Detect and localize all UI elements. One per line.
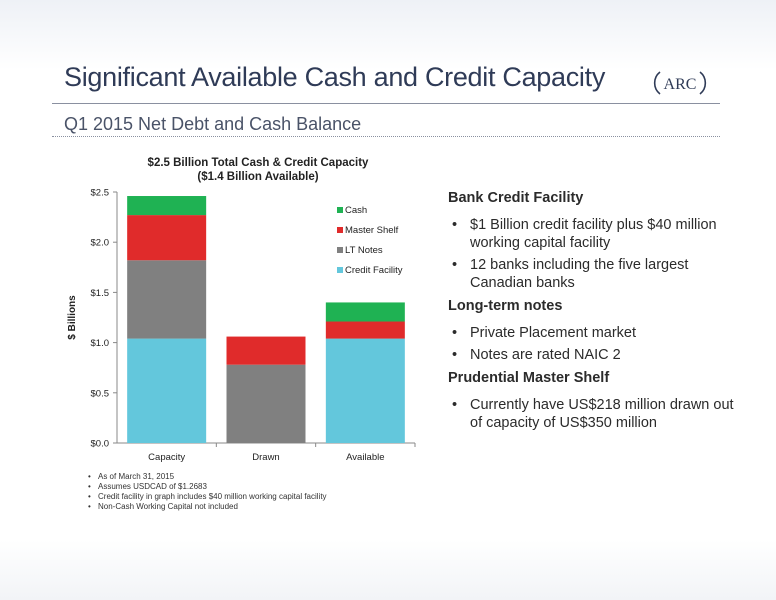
y-tick-label: $2.5 xyxy=(91,188,110,199)
bullet-item: Private Placement market xyxy=(448,324,748,342)
legend-swatch xyxy=(337,247,343,253)
subtitle-divider xyxy=(52,136,720,137)
legend-label: Cash xyxy=(345,205,367,216)
slide-subtitle: Q1 2015 Net Debt and Cash Balance xyxy=(64,114,362,134)
bar-capacity-lt-notes xyxy=(127,260,207,339)
footnote: As of March 31, 2015 xyxy=(88,472,327,482)
bullet-item: Notes are rated NAIC 2 xyxy=(448,346,748,364)
bar-available-master-shelf xyxy=(325,321,405,339)
y-tick-label: $1.0 xyxy=(91,338,110,349)
bullet-list: $1 Billion credit facility plus $40 mill… xyxy=(448,216,748,292)
x-tick-label: Drawn xyxy=(252,452,279,463)
section-heading: Long-term notes xyxy=(448,298,563,314)
y-tick-label: $0.5 xyxy=(91,388,110,399)
bullet-item: 12 banks including the five largest Cana… xyxy=(448,256,748,292)
bar-capacity-cash xyxy=(127,196,207,216)
legend-swatch xyxy=(337,207,343,213)
legend-label: Master Shelf xyxy=(345,225,399,236)
bar-available-credit-facility xyxy=(325,338,405,443)
footnote: Credit facility in graph includes $40 mi… xyxy=(88,492,327,502)
chart-title-line: ($1.4 Billion Available) xyxy=(197,171,318,183)
legend-swatch xyxy=(337,227,343,233)
slide-title: Significant Available Cash and Credit Ca… xyxy=(64,62,606,92)
legend-label: LT Notes xyxy=(345,245,383,256)
legend-label: Credit Facility xyxy=(345,265,403,276)
footnote: Non-Cash Working Capital not included xyxy=(88,502,327,512)
section-heading: Prudential Master Shelf xyxy=(448,370,610,386)
bullet-item: Currently have US$218 million drawn out … xyxy=(448,396,748,432)
y-tick-label: $2.0 xyxy=(91,238,110,249)
footnotes: As of March 31, 2015Assumes USDCAD of $1… xyxy=(88,472,327,512)
footnote: Assumes USDCAD of $1.2683 xyxy=(88,482,327,492)
info-panel: Bank Credit Facility $1 Billion credit fa… xyxy=(448,190,748,438)
y-axis-label: $ Billions xyxy=(67,295,78,340)
y-tick-label: $0.0 xyxy=(91,439,110,450)
y-tick-label: $1.5 xyxy=(91,288,110,299)
legend-swatch xyxy=(337,267,343,273)
bullet-list: Currently have US$218 million drawn out … xyxy=(448,396,748,432)
bullet-item: $1 Billion credit facility plus $40 mill… xyxy=(448,216,748,252)
bullet-list: Private Placement market Notes are rated … xyxy=(448,324,748,364)
bar-capacity-master-shelf xyxy=(127,215,207,261)
bar-capacity-credit-facility xyxy=(127,338,207,443)
bar-drawn-master-shelf xyxy=(226,336,306,365)
arc-logo: ARC xyxy=(653,71,707,95)
logo-text: ARC xyxy=(664,76,697,93)
x-tick-label: Available xyxy=(346,452,384,463)
bar-available-cash xyxy=(325,302,405,322)
bar-drawn-lt-notes xyxy=(226,364,306,443)
title-divider xyxy=(52,103,720,104)
section-heading: Bank Credit Facility xyxy=(448,190,584,206)
x-tick-label: Capacity xyxy=(148,452,185,463)
chart-title-line: $2.5 Billion Total Cash & Credit Capacit… xyxy=(148,157,369,169)
